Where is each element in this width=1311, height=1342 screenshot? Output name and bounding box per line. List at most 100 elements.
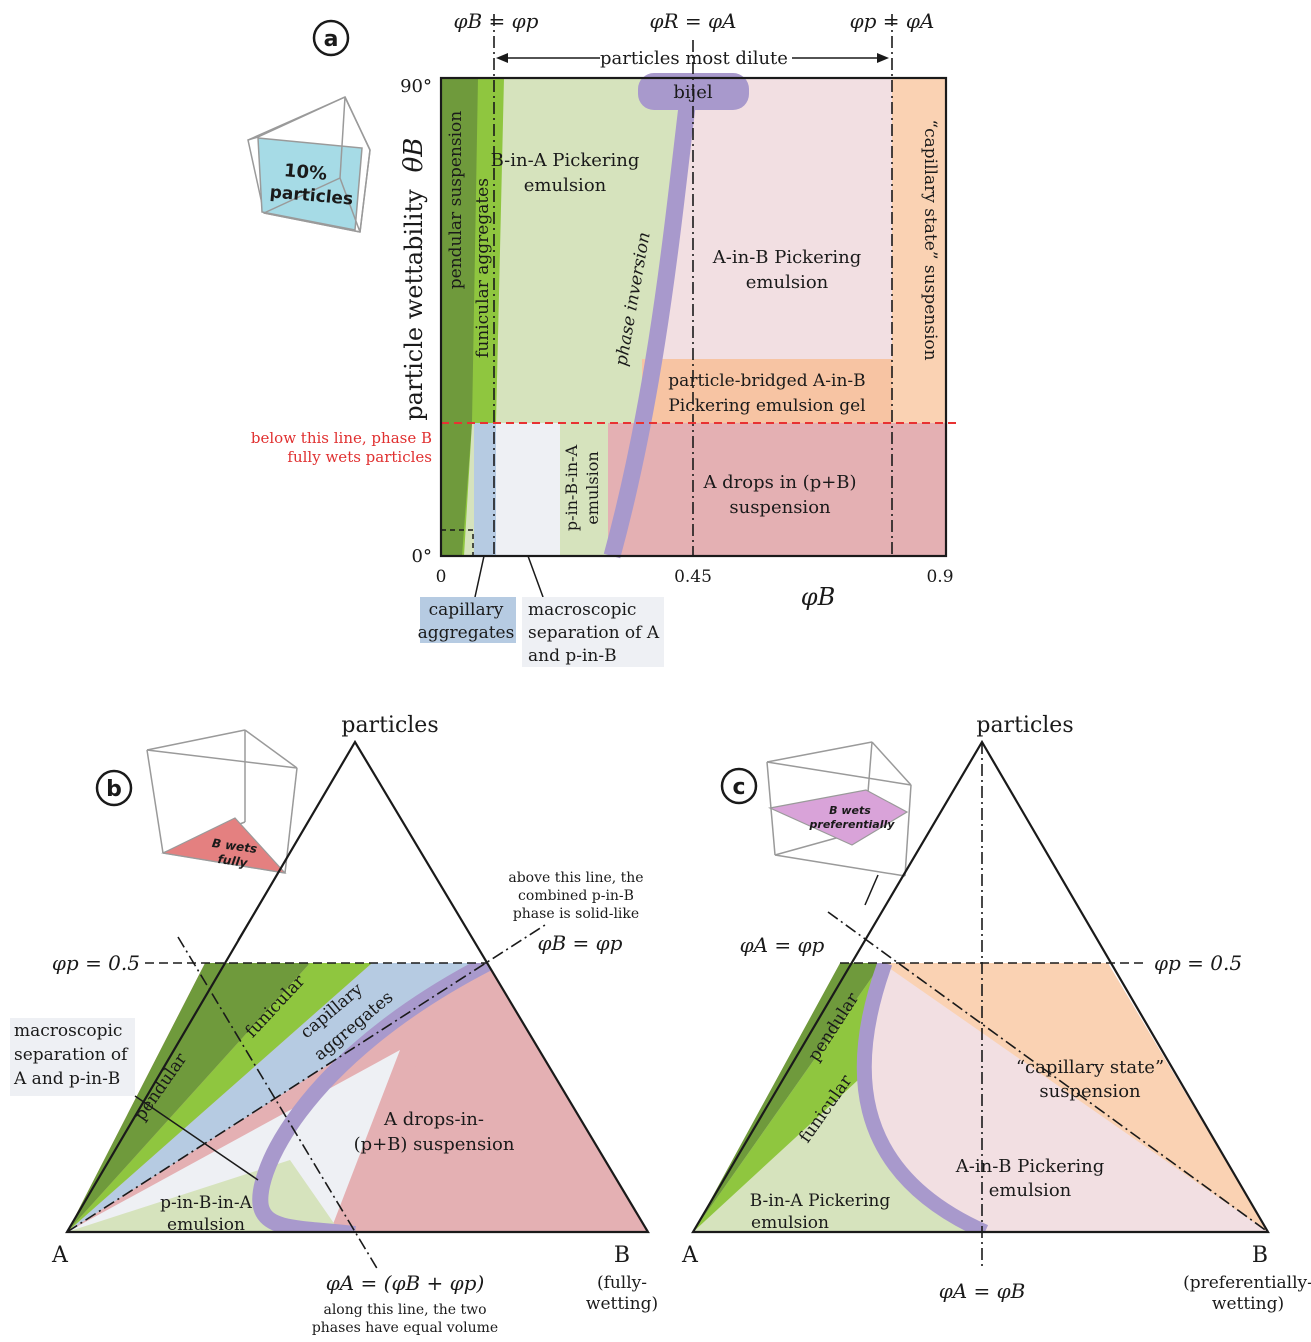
phi-p-label-b: φp = 0.5 bbox=[52, 951, 140, 975]
vertex-a-b: A bbox=[51, 1243, 69, 1268]
above-line-1: above this line, the bbox=[508, 870, 643, 886]
inset-b-text-1: B wets bbox=[211, 836, 258, 856]
x-tick-045: 0.45 bbox=[674, 567, 712, 587]
label-gel-2: Pickering emulsion gel bbox=[668, 396, 865, 416]
vertex-b-c: B bbox=[1252, 1243, 1268, 1268]
phia-phib-label-c: φA = φB bbox=[939, 1279, 1026, 1303]
label-a-in-b-1: A-in-B Pickering bbox=[712, 247, 861, 268]
phi-p-label-c: φp = 0.5 bbox=[1154, 951, 1242, 975]
vertex-b-sub-1: (fully- bbox=[597, 1273, 647, 1293]
top-label-phir-phia: φR = φA bbox=[650, 9, 737, 33]
label-bijel: bijel bbox=[673, 82, 713, 103]
capillary-aggregates-label-1: capillary bbox=[429, 600, 504, 620]
capillary-aggregates-box bbox=[420, 597, 516, 643]
dilute-arrow-right-head bbox=[877, 53, 889, 63]
y-tick-0: 0° bbox=[412, 546, 432, 567]
label-gel-1: particle-bridged A-in-B bbox=[668, 371, 865, 391]
macro-sep-b-1: macroscopic bbox=[14, 1021, 122, 1041]
macro-sep-box-b bbox=[10, 1018, 135, 1096]
region-capillary-state-a bbox=[892, 78, 946, 423]
macro-sep-a-2: separation of A bbox=[528, 623, 660, 643]
inset-b-pointer bbox=[237, 894, 266, 941]
inset-c-face bbox=[768, 789, 909, 846]
region-gel-a bbox=[642, 359, 892, 423]
label-p-in-b-in-a-2: emulsion bbox=[583, 451, 602, 524]
region-capillary-state-c bbox=[882, 963, 1268, 1232]
y-axis-label: particle wettability bbox=[400, 189, 428, 421]
phia-phip-label-c: φA = φp bbox=[740, 933, 825, 957]
phia-phip-line-c bbox=[827, 911, 1269, 1233]
label-funicular-aggregates: funicular aggregates bbox=[473, 178, 493, 358]
label-b-in-a-1: B-in-A Pickering bbox=[491, 150, 640, 171]
apex-label-b: particles bbox=[341, 713, 438, 738]
inset-c-text-1: B wets bbox=[829, 804, 871, 817]
inset-a-text-1: 10% bbox=[283, 160, 328, 185]
panel-a-label: a bbox=[324, 27, 339, 52]
equal-vol-1: along this line, the two bbox=[323, 1302, 486, 1318]
region-pendular-b bbox=[67, 963, 310, 1232]
label-p-in-b-b-1: p-in-B-in-A bbox=[160, 1193, 252, 1213]
dashed-corner-box bbox=[441, 529, 474, 556]
red-label-1: below this line, phase B bbox=[251, 429, 432, 447]
x-tick-0: 0 bbox=[436, 567, 447, 587]
x-tick-09: 0.9 bbox=[926, 567, 953, 587]
panel-a: a 10% particles bbox=[247, 9, 960, 667]
top-label-phib-phip: φB = φp bbox=[454, 9, 539, 33]
vertical-guides-a bbox=[493, 14, 893, 556]
vertex-b-c-sub-1: (preferentially- bbox=[1183, 1273, 1311, 1293]
macro-sep-box-a bbox=[522, 597, 664, 667]
phase-inversion-band-b bbox=[252, 963, 492, 1232]
label-b-in-a-c-2: emulsion bbox=[751, 1213, 829, 1233]
panel-c-label: c bbox=[732, 775, 745, 800]
label-capillary-state-a: “capillary state” suspension bbox=[920, 119, 940, 360]
inset-c-pointer bbox=[864, 874, 879, 906]
label-b-in-a-2: emulsion bbox=[524, 175, 607, 196]
label-capillary-state-c-2: suspension bbox=[1039, 1081, 1141, 1102]
panel-a-badge bbox=[312, 19, 350, 57]
x-axis-symbol: φB bbox=[801, 583, 835, 611]
phib-phip-line-b bbox=[66, 924, 546, 1233]
label-pendular-suspension: pendular suspension bbox=[446, 111, 466, 290]
region-pendular-a bbox=[441, 78, 478, 556]
macro-sep-b-2: separation of bbox=[14, 1045, 129, 1065]
callout-line-capillary bbox=[474, 555, 485, 598]
label-a-in-b-c-1: A-in-B Pickering bbox=[955, 1156, 1104, 1177]
above-line-3: phase is solid-like bbox=[513, 906, 639, 922]
panel-c: c B wets preferentially partic bbox=[681, 713, 1311, 1314]
phib-phip-label-b: φB = φp bbox=[538, 931, 623, 955]
label-a-drops-b-2: (p+B) suspension bbox=[354, 1134, 515, 1155]
y-axis-symbol: θB bbox=[399, 138, 429, 173]
callout-line-macro bbox=[527, 555, 544, 598]
phase-inversion-band-c bbox=[856, 963, 989, 1232]
label-p-in-b-in-a-1: p-in-B-in-A bbox=[562, 444, 581, 531]
apex-label-c: particles bbox=[976, 713, 1073, 738]
dilute-arrow-left-head bbox=[496, 53, 508, 63]
region-funicular-b bbox=[67, 963, 372, 1232]
region-a-drops-a bbox=[596, 423, 946, 556]
vertex-b-c-sub-2: wetting) bbox=[1212, 1294, 1284, 1314]
vertex-a-c: A bbox=[681, 1243, 699, 1268]
above-line-2: combined p-in-B bbox=[518, 888, 634, 904]
plot-frame-a bbox=[439, 76, 948, 558]
y-tick-90: 90° bbox=[400, 76, 432, 97]
label-p-in-b-b-2: emulsion bbox=[167, 1215, 245, 1235]
label-a-drops-2: suspension bbox=[729, 497, 831, 518]
phase-inversion-band-a bbox=[603, 80, 699, 559]
label-a-drops-1: A drops in (p+B) bbox=[702, 472, 856, 493]
panel-a-inset-prism bbox=[247, 96, 371, 233]
equal-vol-2: phases have equal volume bbox=[312, 1320, 498, 1336]
macro-sep-a-1: macroscopic bbox=[528, 600, 636, 620]
region-funicular-a bbox=[460, 78, 504, 556]
inset-b-text-2: fully bbox=[217, 852, 250, 870]
panel-b-label: b bbox=[106, 777, 122, 802]
inset-c-text-2: preferentially bbox=[809, 818, 896, 831]
region-macro-sep-a bbox=[496, 423, 560, 556]
vertex-b-b: B bbox=[614, 1243, 630, 1268]
most-dilute-label: particles most dilute bbox=[600, 48, 788, 69]
panel-c-badge bbox=[720, 767, 758, 805]
label-b-in-a-c-1: B-in-A Pickering bbox=[750, 1191, 891, 1211]
label-a-drops-b-1: A drops-in- bbox=[383, 1109, 484, 1130]
triangle-b bbox=[65, 739, 650, 1234]
label-a-in-b-2: emulsion bbox=[746, 272, 829, 293]
